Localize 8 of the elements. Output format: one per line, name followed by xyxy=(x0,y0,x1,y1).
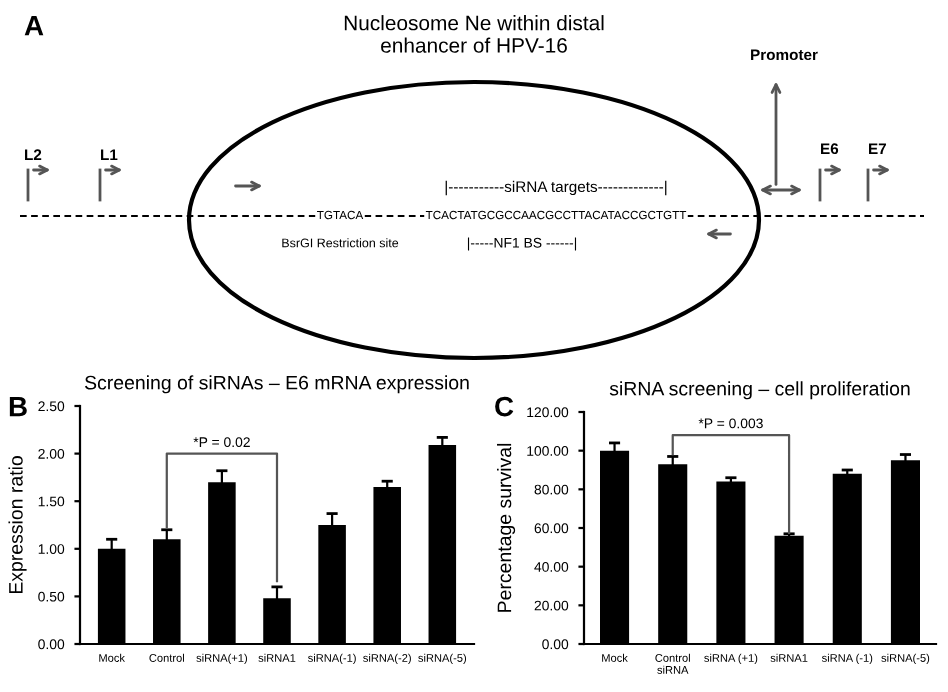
text: C xyxy=(495,396,514,417)
chart-title: siRNA screening – cell proliferation xyxy=(609,381,910,400)
text: Nucleosome Ne within distal enhancer of HPV-16 xyxy=(344,15,604,53)
chart-title: Screening of siRNAs – E6 mRNA expression xyxy=(84,375,469,394)
y-axis-title: Expression ratio xyxy=(8,456,27,594)
y-axis-title: Percentage survival xyxy=(497,443,516,612)
text: A xyxy=(24,16,44,36)
text: B xyxy=(9,397,27,417)
